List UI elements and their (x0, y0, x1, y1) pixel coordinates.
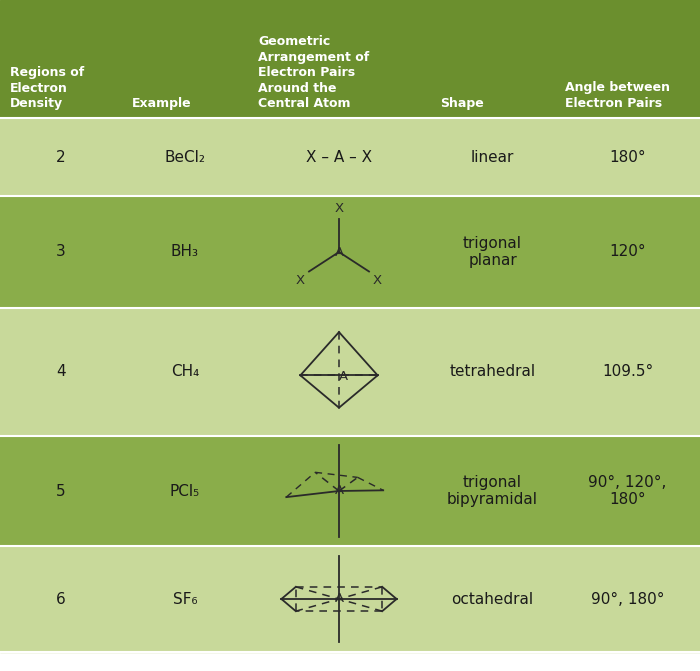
Bar (0, 436, 700, 546)
Text: Shape: Shape (440, 97, 484, 110)
Text: Regions of
Electron
Density: Regions of Electron Density (10, 66, 84, 110)
Text: Example: Example (132, 97, 192, 110)
Bar (0, 196, 700, 308)
Text: 90°, 180°: 90°, 180° (591, 592, 664, 607)
Text: octahedral: octahedral (452, 592, 533, 607)
Text: 5: 5 (56, 484, 66, 499)
Text: PCl₅: PCl₅ (170, 484, 200, 499)
Text: 4: 4 (56, 364, 66, 380)
Text: Angle between
Electron Pairs: Angle between Electron Pairs (565, 81, 670, 110)
Text: Geometric
Arrangement of
Electron Pairs
Around the
Central Atom: Geometric Arrangement of Electron Pairs … (258, 35, 370, 110)
Text: BeCl₂: BeCl₂ (164, 150, 206, 164)
Text: X: X (373, 274, 382, 287)
Text: 6: 6 (56, 592, 66, 607)
Text: 90°, 120°,
180°: 90°, 120°, 180° (588, 475, 666, 507)
Text: 120°: 120° (609, 244, 646, 260)
Text: A: A (335, 592, 344, 605)
Text: 3: 3 (56, 244, 66, 260)
Text: X – A – X: X – A – X (306, 150, 372, 164)
Text: X: X (296, 274, 305, 287)
Text: 109.5°: 109.5° (602, 364, 653, 380)
Text: tetrahedral: tetrahedral (449, 364, 536, 380)
Text: X: X (335, 202, 344, 215)
Text: trigonal
bipyramidal: trigonal bipyramidal (447, 475, 538, 507)
Bar (0, 0, 700, 118)
Bar (0, 308, 700, 436)
Text: CH₄: CH₄ (171, 364, 199, 380)
Text: trigonal
planar: trigonal planar (463, 236, 522, 268)
Text: 2: 2 (56, 150, 66, 164)
Text: A: A (338, 370, 348, 382)
Text: 180°: 180° (609, 150, 646, 164)
Bar (0, 118, 700, 196)
Text: SF₆: SF₆ (173, 592, 197, 607)
Text: A: A (335, 246, 344, 258)
Text: linear: linear (471, 150, 514, 164)
Text: BH₃: BH₃ (171, 244, 199, 260)
Text: A: A (335, 484, 344, 497)
Bar (0, 546, 700, 652)
